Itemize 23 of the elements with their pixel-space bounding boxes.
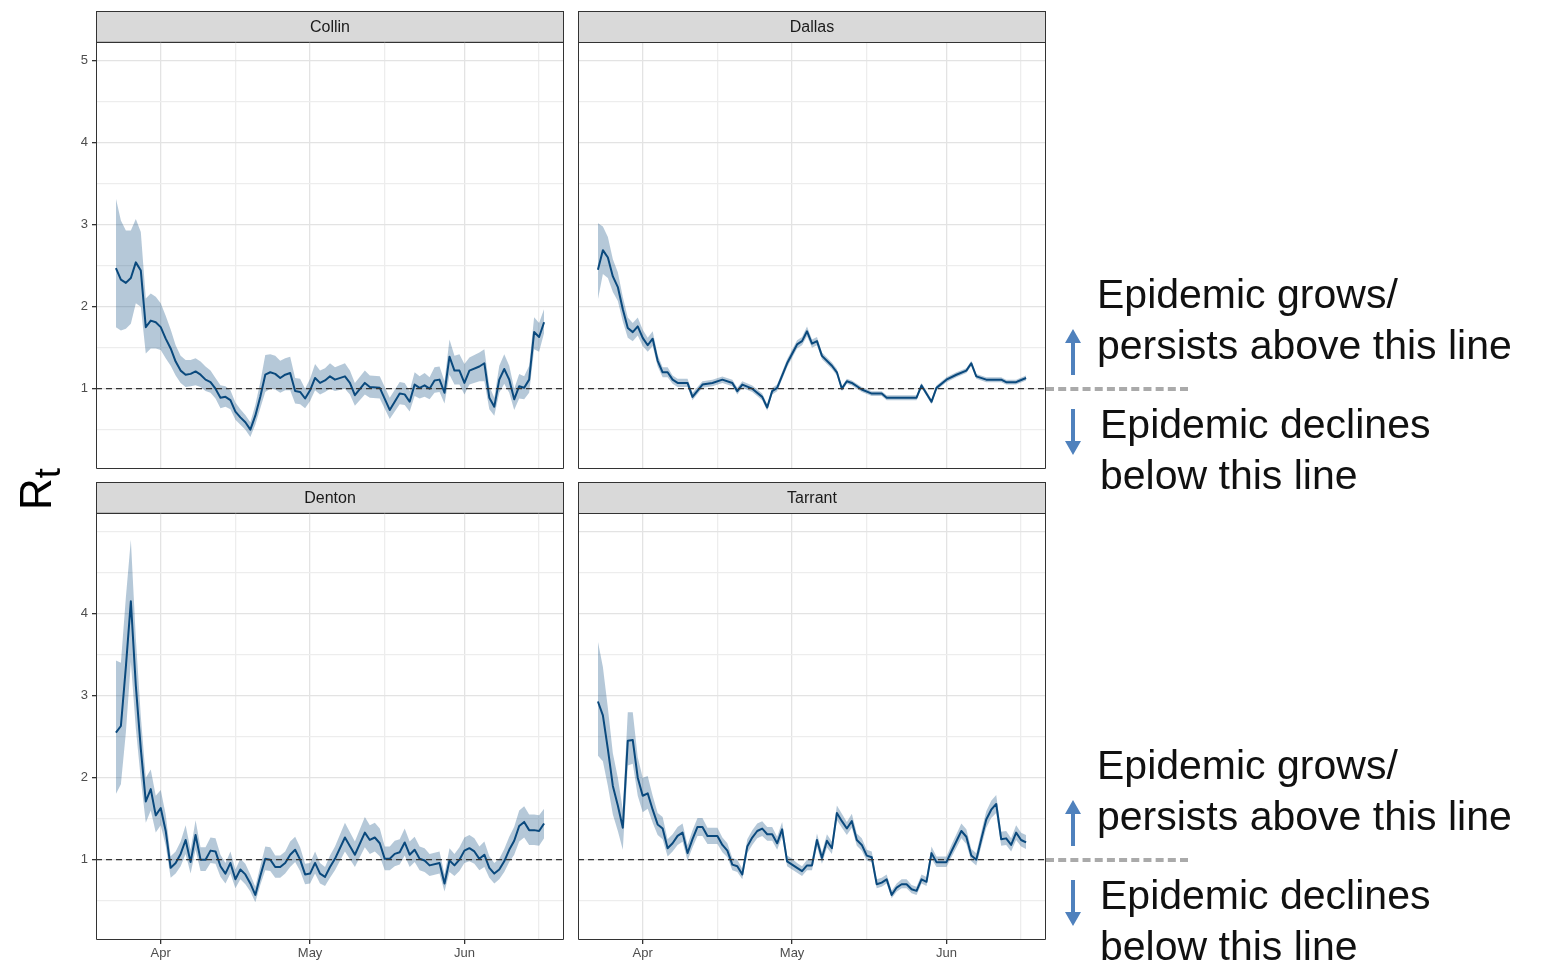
text: Epidemic grows/ persists above this line xyxy=(1097,740,1512,841)
y-tick-label: 5 xyxy=(80,52,88,68)
y-tick-label: 2 xyxy=(80,298,88,314)
chart-title: Collin xyxy=(96,11,564,43)
chart-title: Tarrant xyxy=(578,482,1046,514)
x-tick-label: May xyxy=(297,945,323,961)
x-tick-label: Apr xyxy=(150,945,172,961)
x-tick-label: Jun xyxy=(935,945,957,961)
chart-title: Denton xyxy=(96,482,564,514)
x-tick-label: May xyxy=(779,945,805,961)
y-tick-label: 1 xyxy=(80,380,88,396)
text: Epidemic declines below this line xyxy=(1100,870,1431,968)
text: Epidemic declines below this line xyxy=(1100,399,1431,500)
y-tick-label: 4 xyxy=(80,605,88,621)
chart-title: Dallas xyxy=(578,11,1046,43)
y-tick-label: 1 xyxy=(80,851,88,867)
text: Epidemic grows/ persists above this line xyxy=(1097,269,1512,370)
y-tick-label: 2 xyxy=(80,769,88,785)
x-tick-label: Apr xyxy=(632,945,654,961)
y-tick-label: 3 xyxy=(80,687,88,703)
y-tick-label: 3 xyxy=(80,216,88,232)
x-tick-label: Jun xyxy=(453,945,475,961)
y-tick-label: 4 xyxy=(80,134,88,150)
